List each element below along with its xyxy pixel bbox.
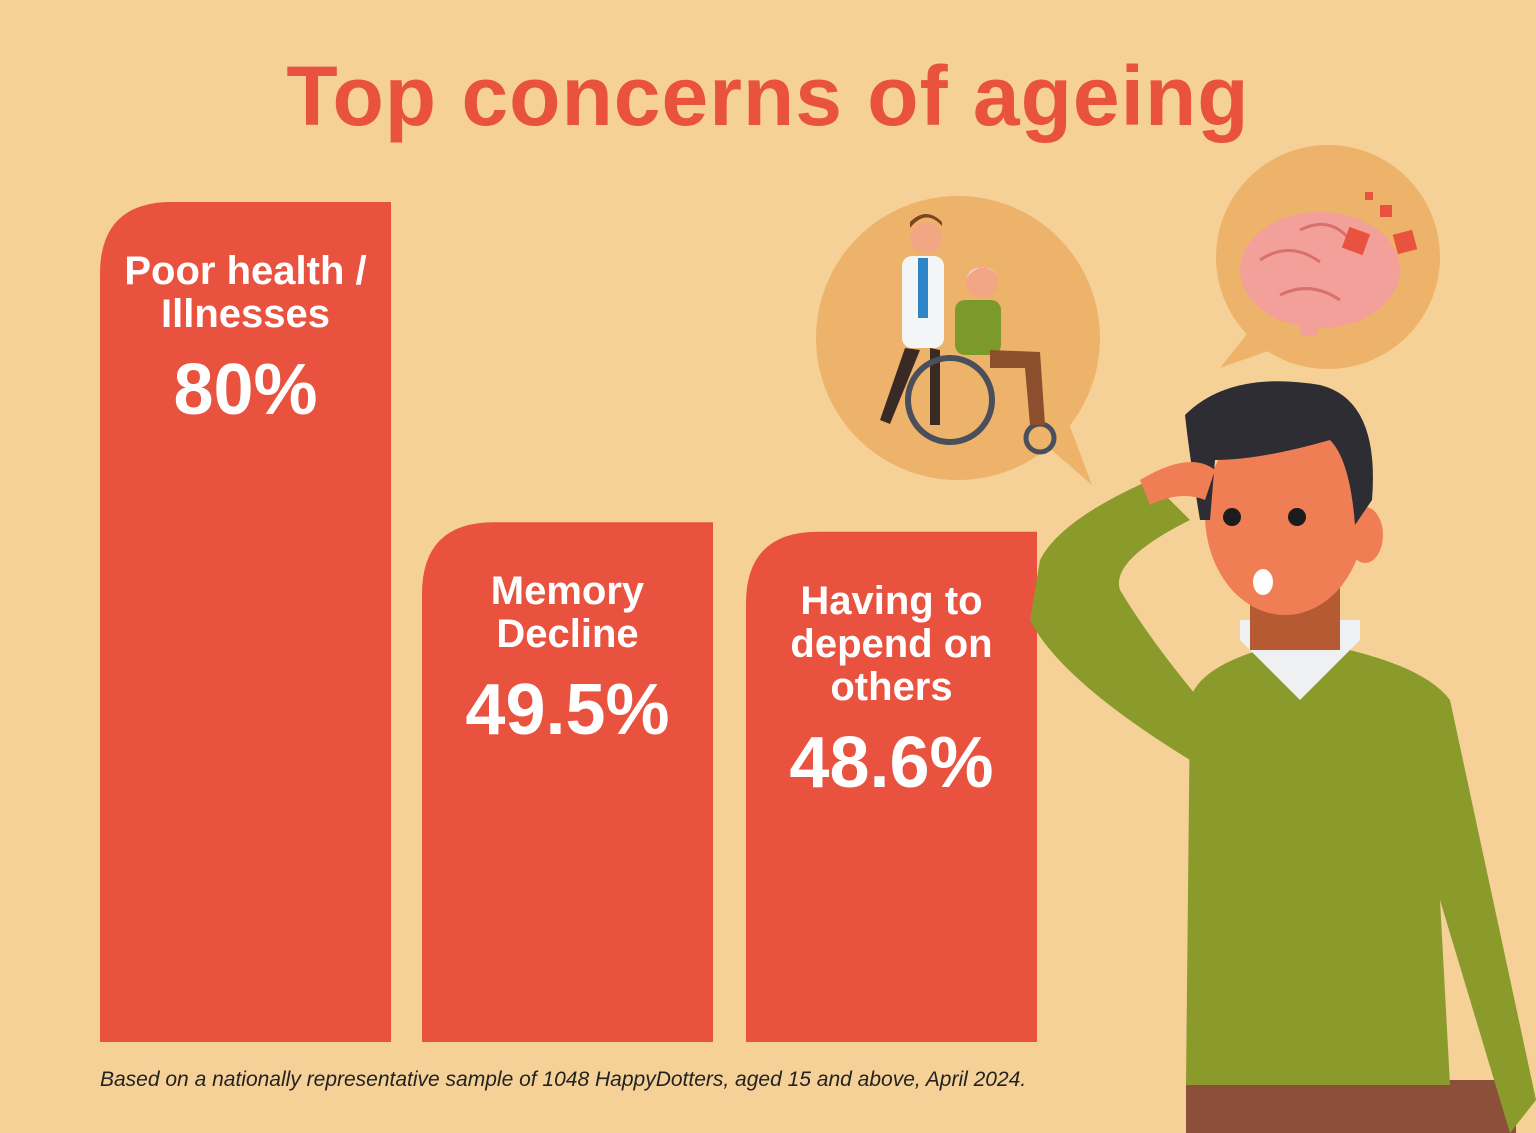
value-label: 48.6% xyxy=(789,722,994,803)
bar-label: Memory Decline 49.5% xyxy=(433,570,703,751)
bar xyxy=(100,202,391,1042)
bar-label: Poor health / Illnesses 80% xyxy=(111,250,381,431)
chart-title: Top concerns of ageing xyxy=(286,49,1250,143)
value-label: 49.5% xyxy=(465,670,670,751)
footnote: Based on a nationally representative sam… xyxy=(100,1068,1027,1091)
bar xyxy=(422,522,713,1042)
bar xyxy=(746,531,1037,1042)
value-label: 80% xyxy=(173,350,318,430)
bar-label: Having to depend on others 48.6% xyxy=(757,579,1027,803)
illustration xyxy=(816,145,1536,1133)
